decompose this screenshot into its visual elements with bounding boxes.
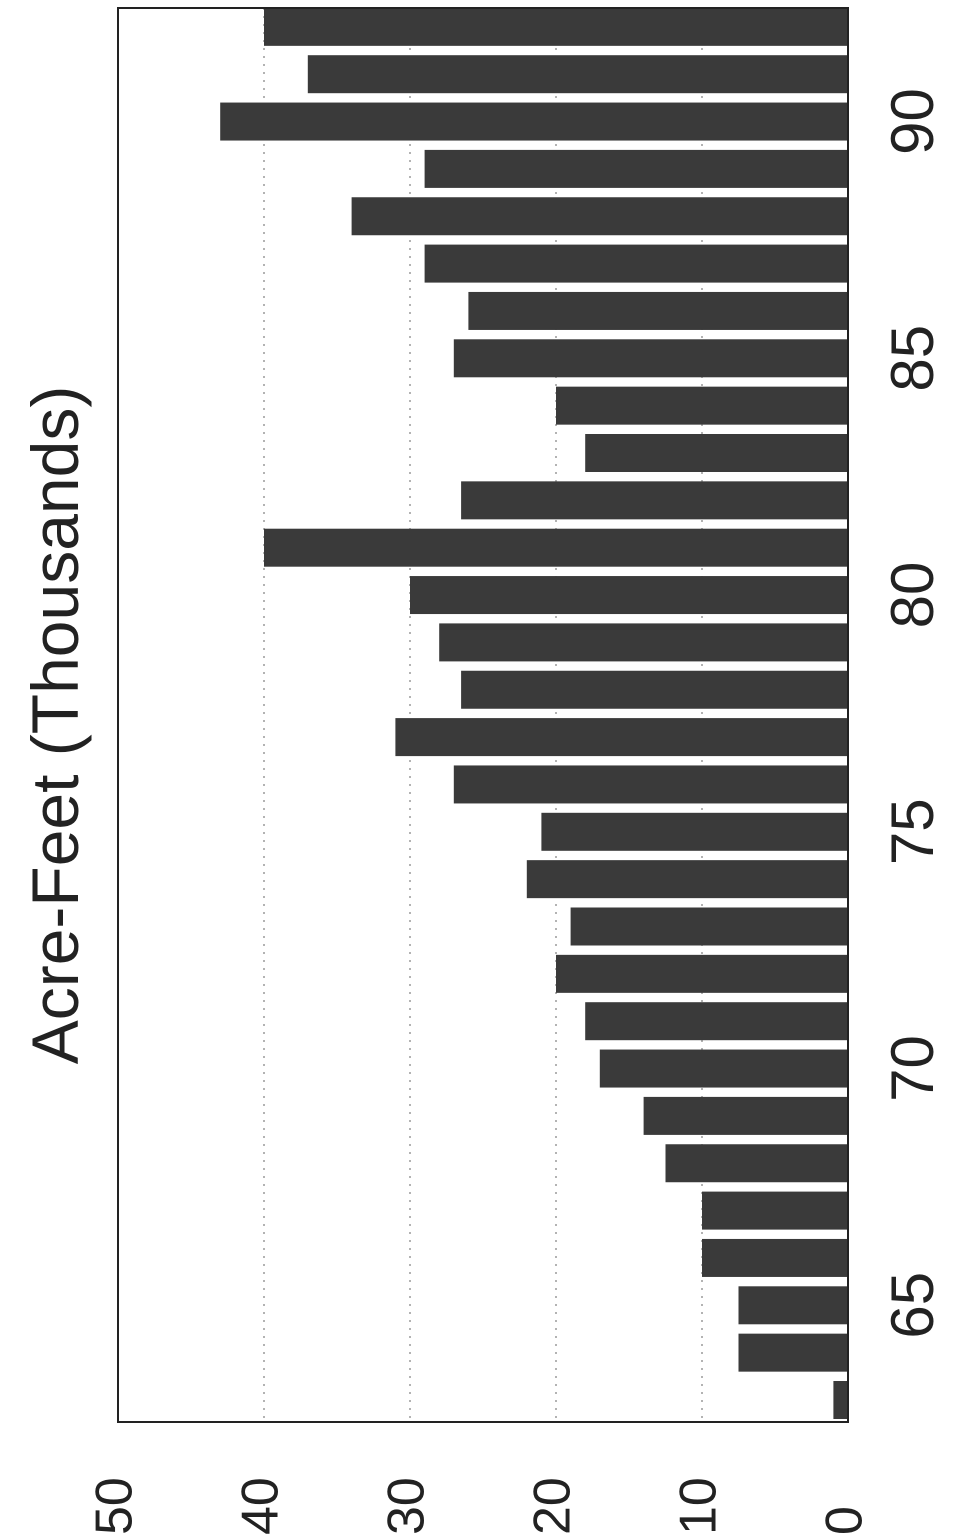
bar (264, 7, 848, 46)
year-tick-label: 70 (879, 1035, 946, 1102)
bar (556, 386, 848, 425)
value-axis-title: Acre-Feet (Thousands) (18, 386, 92, 1065)
year-tick-label: 65 (879, 1272, 946, 1339)
bars (220, 7, 848, 1419)
year-tick-label: 85 (879, 325, 946, 392)
bar (453, 339, 848, 378)
bar (264, 528, 848, 567)
value-tick-label: 50 (86, 1477, 144, 1535)
value-tick-label: 30 (378, 1477, 436, 1535)
bar (702, 1191, 848, 1230)
bar (461, 481, 848, 520)
bar (643, 1096, 848, 1135)
value-axis-ticks: 0 10 20 30 40 50 (86, 1477, 874, 1535)
year-tick-label: 80 (879, 562, 946, 629)
bar (461, 670, 848, 709)
bar (410, 576, 848, 615)
bar (665, 1144, 848, 1183)
bar (351, 197, 848, 236)
bar (833, 1381, 848, 1419)
bar (738, 1333, 848, 1372)
value-tick-label: 20 (524, 1477, 582, 1535)
bar (424, 149, 848, 188)
value-tick-label: 10 (670, 1477, 728, 1535)
bar (585, 434, 848, 472)
bar (220, 102, 848, 141)
year-axis-ticks: 65 70 75 80 85 90 (879, 88, 946, 1339)
year-tick-label: 90 (879, 88, 946, 155)
bar (439, 623, 848, 662)
year-tick-label: 75 (879, 798, 946, 865)
bar (585, 1002, 848, 1041)
bar (738, 1286, 848, 1325)
bar (541, 812, 848, 851)
bar (307, 55, 848, 94)
bar (599, 1049, 848, 1088)
bar (395, 718, 848, 757)
bar (424, 244, 848, 283)
bar (570, 907, 848, 946)
value-tick-label: 0 (816, 1506, 874, 1535)
bar (702, 1238, 848, 1277)
bar (453, 765, 848, 804)
value-tick-label: 40 (232, 1477, 290, 1535)
plot-frame (117, 7, 849, 1423)
bar (556, 954, 848, 993)
bar (468, 291, 848, 330)
bar (526, 860, 848, 899)
